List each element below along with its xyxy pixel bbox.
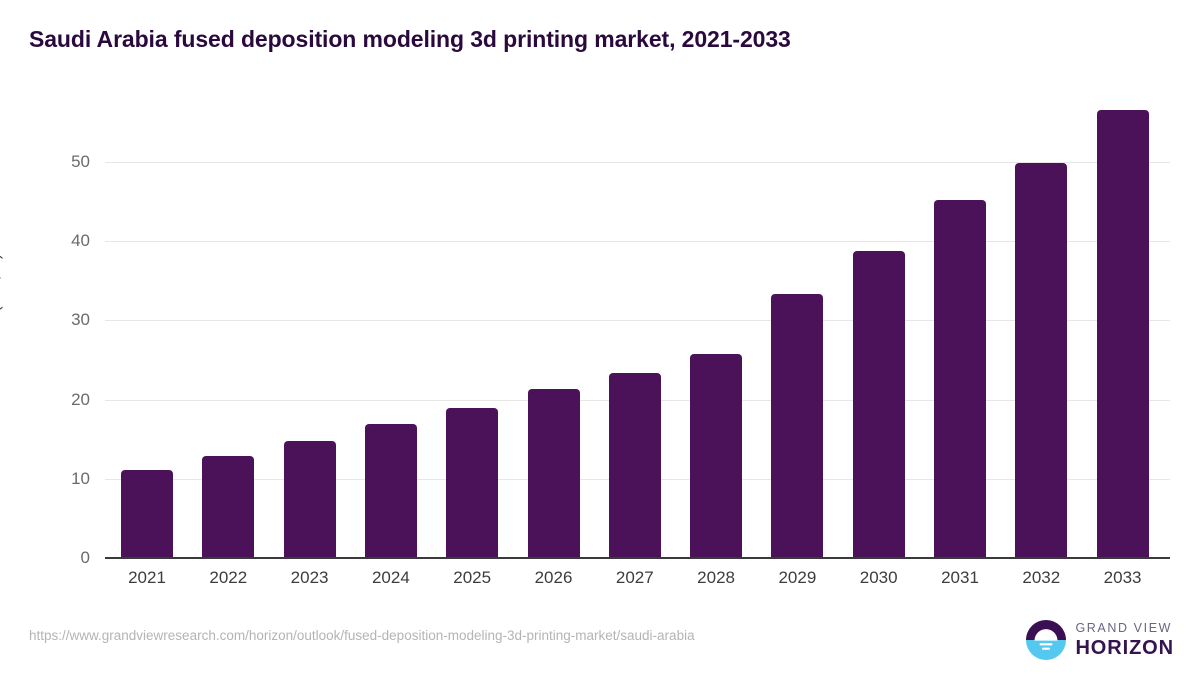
x-axis-tick-label: 2032 <box>1022 568 1061 587</box>
logo-line-horizon: HORIZON <box>1075 637 1174 660</box>
bar[interactable] <box>202 455 255 558</box>
x-axis-tick-label: 2026 <box>534 568 573 587</box>
y-axis-tick-label: 30 <box>71 310 90 330</box>
x-axis-tick-label: 2022 <box>209 568 248 587</box>
bar[interactable] <box>121 470 173 558</box>
y-axis-tick-label: 20 <box>71 389 90 409</box>
x-axis-tick-label: 2021 <box>128 568 166 587</box>
source-url[interactable]: https://www.grandviewresearch.com/horizo… <box>29 628 695 643</box>
grand-view-horizon-logo-icon <box>1026 620 1067 660</box>
x-axis-tick-label: 2030 <box>859 568 898 587</box>
y-axis-title: Market Size (US$M) <box>0 253 3 407</box>
x-axis-tick-label: 2027 <box>615 568 654 587</box>
bar[interactable] <box>852 250 905 558</box>
bar[interactable] <box>446 407 499 558</box>
x-axis-tick-label: 2024 <box>371 568 410 587</box>
bar[interactable] <box>283 440 336 558</box>
bar[interactable] <box>771 294 824 558</box>
x-axis-tick-label: 2028 <box>697 568 735 587</box>
y-axis-tick-label: 0 <box>80 548 90 567</box>
bar[interactable] <box>1096 109 1149 558</box>
x-axis-tick-label: 2033 <box>1103 568 1142 587</box>
logo-text: GRAND VIEW HORIZON <box>1075 622 1174 659</box>
x-axis-tick-label: 2023 <box>290 568 329 587</box>
x-axis-tick-label: 2025 <box>453 568 492 587</box>
x-axis-tick-label: 2031 <box>941 568 979 587</box>
plot-area <box>105 100 1170 558</box>
logo-line-grand-view: GRAND VIEW <box>1075 620 1173 635</box>
bar[interactable] <box>690 353 743 558</box>
logo[interactable]: GRAND VIEW HORIZON <box>1026 620 1174 660</box>
page-title: Saudi Arabia fused deposition modeling 3… <box>29 26 791 52</box>
bar[interactable] <box>608 372 661 558</box>
bar[interactable] <box>934 200 986 558</box>
gridline <box>105 241 1170 243</box>
y-axis-tick-label: 40 <box>71 231 90 251</box>
x-axis-line <box>105 557 1170 559</box>
y-axis-tick-label: 10 <box>71 468 90 488</box>
bar[interactable] <box>527 388 580 558</box>
bar[interactable] <box>364 424 417 558</box>
gridline <box>105 162 1170 163</box>
gridline <box>105 320 1170 322</box>
y-axis-tick-label: 50 <box>71 152 90 171</box>
bar[interactable] <box>1015 162 1068 558</box>
x-axis-tick-label: 2029 <box>778 568 817 587</box>
